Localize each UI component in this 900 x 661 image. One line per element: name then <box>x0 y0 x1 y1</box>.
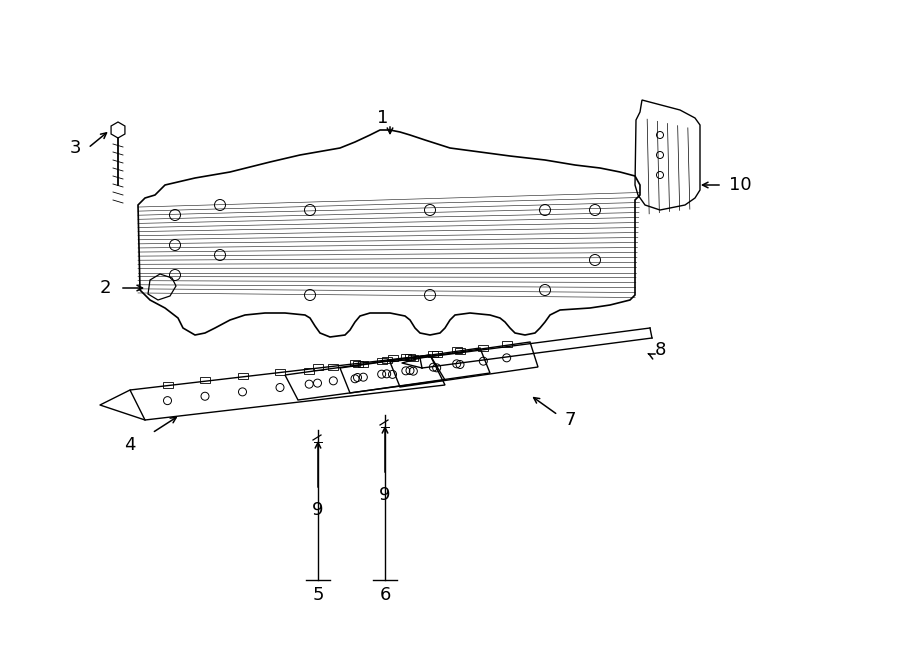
Bar <box>304 368 314 373</box>
Bar <box>452 347 462 354</box>
Bar <box>312 364 322 370</box>
Bar <box>409 355 419 361</box>
Bar <box>428 351 438 357</box>
Bar <box>382 358 392 364</box>
Bar <box>350 360 360 366</box>
Bar <box>432 352 442 358</box>
Text: 8: 8 <box>654 341 666 359</box>
Text: 1: 1 <box>377 109 389 127</box>
Bar <box>377 358 387 364</box>
Text: 5: 5 <box>312 586 324 604</box>
Text: 4: 4 <box>124 436 136 454</box>
Bar <box>328 364 338 370</box>
Bar <box>478 344 489 351</box>
Text: 9: 9 <box>312 501 324 519</box>
Bar <box>238 373 248 379</box>
Bar <box>405 354 415 360</box>
Bar <box>501 341 512 347</box>
Bar <box>353 361 363 367</box>
Text: 3: 3 <box>69 139 81 157</box>
Bar <box>163 381 173 387</box>
Bar <box>400 354 410 360</box>
Bar <box>358 361 368 367</box>
Text: 7: 7 <box>564 411 576 429</box>
Bar <box>275 368 285 375</box>
Text: 6: 6 <box>379 586 391 604</box>
Bar <box>388 356 398 362</box>
Text: 9: 9 <box>379 486 391 504</box>
Bar <box>455 348 465 354</box>
Bar <box>200 377 210 383</box>
Text: 10: 10 <box>729 176 751 194</box>
Text: 2: 2 <box>99 279 111 297</box>
